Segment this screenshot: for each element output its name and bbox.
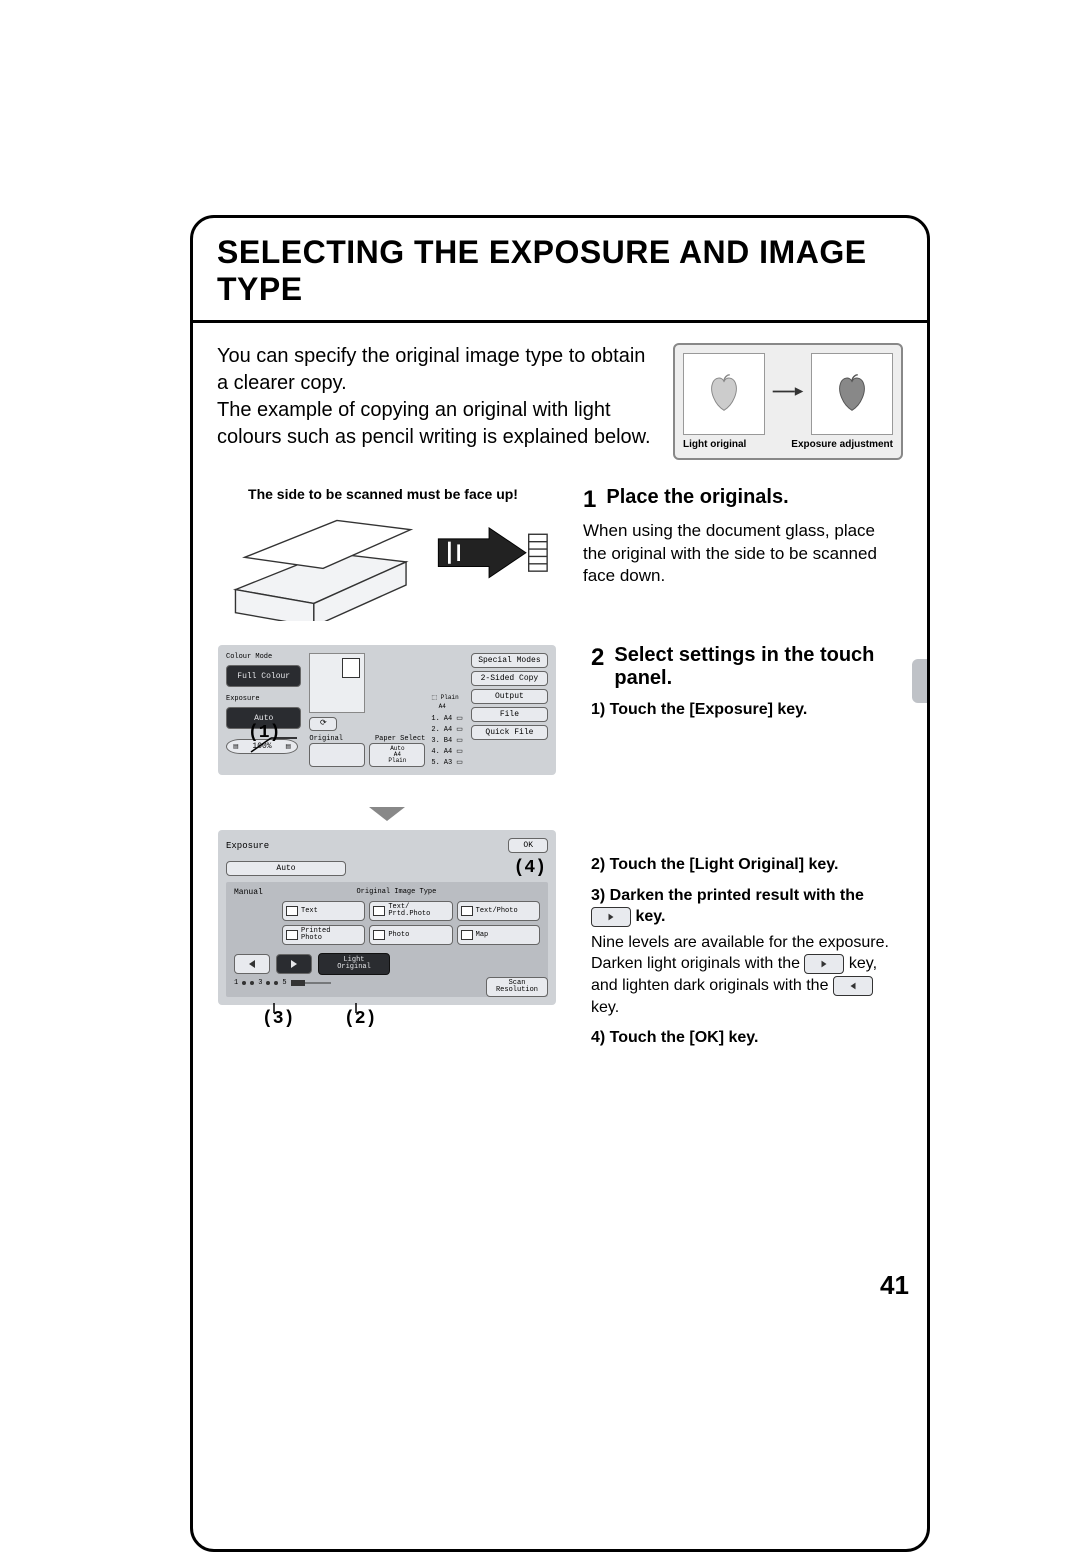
step1-row: The side to be scanned must be face up! xyxy=(217,486,903,627)
intro-text: You can specify the original image type … xyxy=(217,343,655,451)
darken-key-icon-2 xyxy=(804,954,844,974)
step1-title: Place the originals. xyxy=(606,486,788,509)
manual-label: Manual xyxy=(234,888,263,897)
exposure-screen-title: Exposure xyxy=(226,841,269,851)
touchpanel-figures: Colour Mode Full Colour Exposure Auto ▤ … xyxy=(217,644,557,1039)
apple-light xyxy=(683,353,765,435)
page-content: You can specify the original image type … xyxy=(193,323,927,1549)
step1-body: When using the document glass, place the… xyxy=(583,520,903,589)
touchpanel-1: Colour Mode Full Colour Exposure Auto ▤ … xyxy=(217,644,557,776)
file-button[interactable]: File xyxy=(471,707,548,722)
ok-button[interactable]: OK xyxy=(508,838,548,853)
apple-dark xyxy=(811,353,893,435)
compare-right-label: Exposure adjustment xyxy=(791,439,893,450)
type-text-prtd-photo[interactable]: Text/ Prtd.Photo xyxy=(369,901,452,921)
down-arrow-icon xyxy=(369,807,405,821)
colour-mode-label: Colour Mode xyxy=(226,653,301,661)
touchpanel-2: Exposure OK Auto Manual Original Image T… xyxy=(217,829,557,1039)
step2-sub3-body: Nine levels are available for the exposu… xyxy=(591,932,903,1018)
tray-list: ⬚ Plain A4 1. A4 ▭ 2. A4 ▭ 3. B4 ▭ 4. A4… xyxy=(431,694,462,767)
type-text-photo[interactable]: Text/Photo xyxy=(457,901,540,921)
comparison-figure: Light original Exposure adjustment xyxy=(673,343,903,460)
manual-page: SELECTING THE EXPOSURE AND IMAGE TYPE Yo… xyxy=(190,215,930,1552)
lighten-key-icon xyxy=(833,976,873,996)
type-printed-photo[interactable]: Printed Photo xyxy=(282,925,365,945)
scan-resolution-button[interactable]: Scan Resolution xyxy=(486,977,548,997)
paper-select-button[interactable]: Auto A4 Plain xyxy=(369,743,425,767)
original-label: Original xyxy=(309,735,343,743)
auto-button[interactable]: Auto xyxy=(226,861,346,876)
callout-4: (4) xyxy=(514,858,546,878)
step2-row: Colour Mode Full Colour Exposure Auto ▤ … xyxy=(217,644,903,1049)
step1-number: 1 xyxy=(583,486,596,514)
darken-key-selected[interactable] xyxy=(276,954,312,974)
scanner-caption: The side to be scanned must be face up! xyxy=(217,486,549,502)
original-button[interactable] xyxy=(309,743,365,767)
mini-preview xyxy=(309,653,365,713)
step2-number: 2 xyxy=(591,644,604,672)
orig-image-type-label: Original Image Type xyxy=(356,888,436,896)
page-number: 41 xyxy=(880,1270,1046,1479)
step2-sub3: 3) Darken the printed result with the ke… xyxy=(591,886,903,928)
rotate-icon[interactable]: ⟳ xyxy=(309,717,337,731)
callout-1-line xyxy=(237,736,297,754)
special-modes-button[interactable]: Special Modes xyxy=(471,653,548,668)
darken-key-icon xyxy=(591,907,631,927)
arrow-icon xyxy=(771,383,805,405)
step2-sub4: 4) Touch the [OK] key. xyxy=(591,1028,903,1049)
type-photo[interactable]: Photo xyxy=(369,925,452,945)
step2-title: Select settings in the touch panel. xyxy=(614,644,903,690)
step2-sub2: 2) Touch the [Light Original] key. xyxy=(591,855,903,876)
output-button[interactable]: Output xyxy=(471,689,548,704)
compare-left-label: Light original xyxy=(683,439,746,450)
step2-sub1: 1) Touch the [Exposure] key. xyxy=(591,700,903,721)
scanner-svg xyxy=(217,502,549,622)
light-original-button[interactable]: Light Original xyxy=(318,953,390,975)
exposure-label: Exposure xyxy=(226,695,301,703)
scanner-figure: The side to be scanned must be face up! xyxy=(217,486,549,627)
type-map[interactable]: Map xyxy=(457,925,540,945)
colour-mode-button[interactable]: Full Colour xyxy=(226,665,301,687)
step1: 1 Place the originals. When using the do… xyxy=(583,486,903,589)
two-sided-button[interactable]: 2-Sided Copy xyxy=(471,671,548,686)
lighten-key[interactable] xyxy=(234,954,270,974)
paper-select-label: Paper Select xyxy=(375,735,425,743)
callout-lines xyxy=(218,1003,558,1033)
page-title: SELECTING THE EXPOSURE AND IMAGE TYPE xyxy=(193,218,927,323)
type-text[interactable]: Text xyxy=(282,901,365,921)
quick-file-button[interactable]: Quick File xyxy=(471,725,548,740)
side-tab xyxy=(912,659,930,703)
intro-row: You can specify the original image type … xyxy=(217,343,903,460)
step2: 2 Select settings in the touch panel. 1)… xyxy=(591,644,903,1049)
